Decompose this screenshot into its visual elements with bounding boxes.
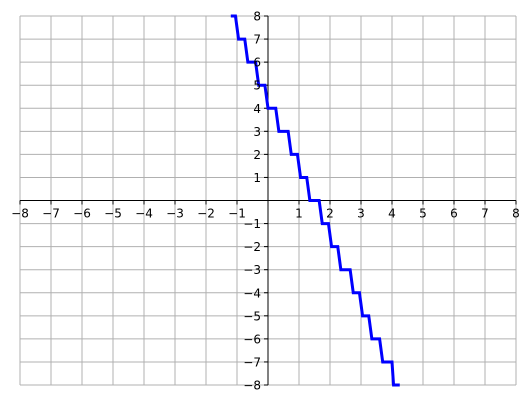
step-function-line bbox=[230, 14, 400, 387]
x-tick-label: −2 bbox=[197, 207, 215, 221]
y-tick-label: −1 bbox=[243, 217, 261, 231]
y-tick-label: 5 bbox=[253, 79, 261, 93]
y-tick-label: 8 bbox=[253, 10, 261, 24]
y-tick-label: −8 bbox=[243, 379, 261, 393]
y-tick-label: 3 bbox=[253, 125, 261, 139]
x-tick-label: −7 bbox=[42, 207, 60, 221]
x-tick-label: −1 bbox=[228, 207, 246, 221]
x-tick-label: 7 bbox=[481, 207, 489, 221]
x-tick-label: 5 bbox=[419, 207, 427, 221]
x-tick-label: −6 bbox=[73, 207, 91, 221]
y-tick-label: 6 bbox=[253, 56, 261, 70]
series bbox=[230, 14, 400, 387]
x-tick-label: 2 bbox=[326, 207, 334, 221]
x-tick-label: 1 bbox=[295, 207, 303, 221]
y-tick-label: 2 bbox=[253, 148, 261, 162]
y-tick-label: 7 bbox=[253, 33, 261, 47]
axes bbox=[19, 15, 517, 386]
y-tick-label: −6 bbox=[243, 332, 261, 346]
x-tick-label: 4 bbox=[388, 207, 396, 221]
x-tick-label: −8 bbox=[11, 207, 29, 221]
x-tick-label: 3 bbox=[357, 207, 365, 221]
y-tick-label: −2 bbox=[243, 240, 261, 254]
y-tick-label: −5 bbox=[243, 309, 261, 323]
y-tick-label: −7 bbox=[243, 355, 261, 369]
tick-labels: −8 −7 −6 −5 −4 −3 −2 −1 1 2 3 4 5 6 7 8 −8 −7 −6 −5 −4 −3 −2 −1… bbox=[11, 10, 520, 393]
x-tick-label: −4 bbox=[135, 207, 153, 221]
y-tick-label: 1 bbox=[253, 171, 261, 185]
y-tick-label: −3 bbox=[243, 263, 261, 277]
y-tick-label: −4 bbox=[243, 286, 261, 300]
x-tick-label: 6 bbox=[450, 207, 458, 221]
y-tick-label: 4 bbox=[253, 102, 261, 116]
x-tick-label: −5 bbox=[104, 207, 122, 221]
x-tick-label: 8 bbox=[512, 207, 520, 221]
x-tick-label: −3 bbox=[166, 207, 184, 221]
